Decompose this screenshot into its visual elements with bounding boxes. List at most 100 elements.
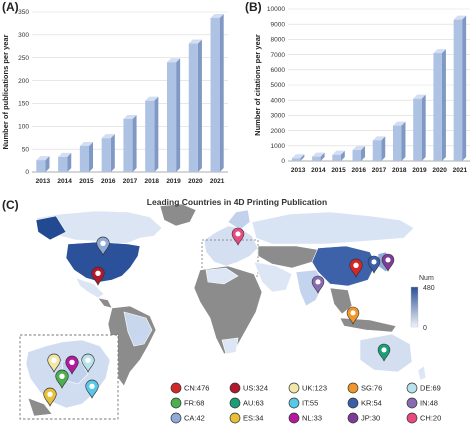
pub-xtick-label: 2021 — [210, 178, 225, 185]
cit-bar-side — [401, 121, 406, 161]
cit-ytick-label: 3000 — [271, 113, 286, 120]
region-usa — [65, 241, 141, 283]
region-new-zealand — [417, 365, 427, 381]
cit-bar-side — [381, 136, 386, 161]
pin-au — [377, 343, 391, 362]
cit-xtick-label: 2015 — [331, 167, 346, 174]
region-russia — [251, 211, 415, 245]
inset-pins — [43, 353, 99, 407]
cit-bar-top — [453, 15, 467, 20]
country-legend: CN:476 US:324 UK:123 SG:76 DE:69 FR:68 AU:63 IT… — [170, 382, 441, 424]
citations-bar-chart: 0 1000 2000 3000 4000 5000 6000 7000 8000 9000 100… — [253, 6, 470, 174]
cit-bar-top — [291, 154, 305, 159]
pin-jp — [381, 253, 395, 272]
legend-swatch — [347, 412, 359, 424]
map-title: Leading Countries in 4D Printing Publica… — [146, 197, 328, 207]
cit-ytick-label: 9000 — [271, 21, 286, 28]
legend-label: US:324 — [243, 384, 268, 393]
cit-bar — [332, 154, 341, 161]
pub-xtick-label: 2013 — [36, 178, 51, 185]
cit-bar — [372, 140, 382, 161]
legend-swatch — [288, 397, 300, 409]
cit-xtick-label: 2018 — [392, 167, 407, 174]
cit-bar — [433, 53, 442, 161]
world-map — [35, 203, 427, 387]
region-indonesia — [339, 317, 397, 333]
legend-swatch — [406, 382, 418, 394]
cit-xtick-label: 2019 — [412, 167, 427, 174]
cit-ylabel: Number of citations per year — [253, 34, 262, 136]
pub-bar-top — [166, 58, 181, 63]
cit-bar — [312, 156, 321, 161]
legend-swatch — [170, 397, 182, 409]
cit-bar — [291, 158, 301, 161]
cit-ytick-label: 6000 — [271, 67, 286, 74]
legend-label: DE:69 — [420, 384, 441, 393]
pub-bar-top — [36, 156, 50, 161]
pub-bar-side — [110, 134, 115, 172]
pub-xtick-label: 2020 — [188, 178, 203, 185]
panel-b-label: (B) — [245, 0, 262, 14]
colorbar-min: 0 — [423, 325, 427, 332]
cit-ytick-label: 7000 — [271, 52, 286, 59]
legend-label: AU:63 — [243, 399, 264, 408]
pin-sg — [346, 306, 360, 325]
cit-ytick-label: 5000 — [271, 82, 286, 89]
pin-cn — [349, 258, 363, 278]
cit-xtick-label: 2014 — [311, 167, 326, 174]
cit-bar-side — [462, 15, 467, 162]
pub-xtick-label: 2019 — [166, 178, 181, 185]
cit-ytick-label: 1000 — [271, 143, 286, 150]
legend-swatch — [229, 382, 241, 394]
legend-swatch — [347, 397, 359, 409]
pub-ytick-label: 300 — [18, 32, 29, 39]
pin-in — [311, 275, 325, 294]
legend-swatch — [406, 412, 418, 424]
region-europe — [203, 225, 259, 267]
legend-label: CH:20 — [420, 414, 441, 423]
pin-de — [81, 353, 95, 373]
pub-ytick-label: 100 — [18, 123, 29, 130]
region-canada-greenland — [35, 210, 163, 245]
legend-label: KR:54 — [361, 399, 382, 408]
cit-bar-top — [312, 152, 325, 157]
pub-ytick-label: 150 — [18, 101, 29, 108]
cit-ytick-label: 8000 — [271, 37, 286, 44]
cit-bar — [413, 98, 422, 161]
legend-swatch — [406, 397, 418, 409]
colorbar-label: Num — [419, 275, 434, 282]
legend-swatch — [347, 382, 359, 394]
region-south-africa — [221, 337, 239, 355]
pub-ytick-label: 0 — [25, 169, 29, 176]
pub-bar — [145, 100, 155, 172]
pub-xtick-label: 2016 — [101, 178, 116, 185]
legend-label: FR:68 — [184, 399, 204, 408]
legend-swatch — [170, 412, 182, 424]
pub-bar — [58, 156, 68, 172]
cit-bar-top — [352, 146, 366, 151]
publications-bar-chart: 0 50 100 150 200 250 300 350 2013 2014 2015 2016 201… — [1, 9, 228, 185]
panel-c-label: (C) — [2, 198, 19, 212]
colorbar — [410, 286, 419, 328]
pub-xtick-label: 2018 — [145, 178, 160, 185]
pub-bar-side — [89, 141, 94, 172]
region-greenland — [159, 203, 197, 227]
cit-bar-side — [421, 94, 426, 161]
pub-ytick-label: 200 — [18, 78, 29, 85]
pub-ytick-label: 50 — [22, 146, 30, 153]
region-southeast-asia — [329, 287, 353, 315]
cit-xtick-label: 2016 — [352, 167, 367, 174]
pub-ytick-label: 250 — [18, 55, 29, 62]
map-pins — [91, 227, 395, 362]
pub-bar-side — [67, 152, 72, 172]
cit-bar-top — [413, 94, 426, 99]
pin-nl — [65, 355, 79, 375]
cit-bar — [453, 19, 463, 161]
panel-a-label: (A) — [2, 0, 19, 14]
pub-bar-top — [101, 134, 115, 139]
legend-label: SG:76 — [361, 384, 382, 393]
cit-ytick-label: 2000 — [271, 128, 286, 135]
pub-xtick-label: 2014 — [57, 178, 72, 185]
legend-label: JP:30 — [361, 414, 380, 423]
